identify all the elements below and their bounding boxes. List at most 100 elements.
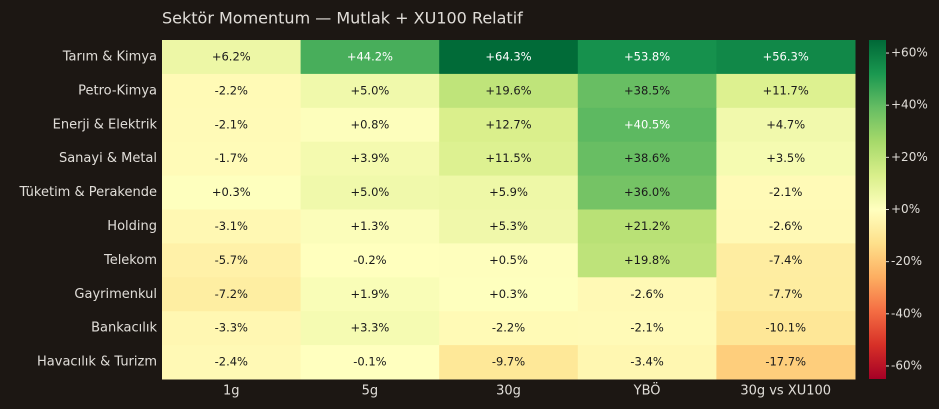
heatmap-cell [162,175,302,210]
cell-label: -0.1% [353,355,386,369]
colorbar-tick-label: -20% [891,254,922,268]
heatmap-cell [577,40,717,75]
heatmap-cell [577,141,717,177]
column-label: 5g [362,384,379,399]
heatmap-cell [439,243,579,278]
heatmap-cell [162,141,302,177]
cell-label: -2.2% [492,321,525,335]
cell-label: -2.4% [215,355,248,369]
colorbar-tick-label: +0% [891,202,920,216]
heatmap-cell [300,311,440,346]
cell-label: +3.5% [766,151,805,165]
cell-label: -10.1% [765,321,806,335]
cell-label: +1.3% [350,219,389,233]
heatmap-cell [577,277,717,312]
heatmap-cell [439,73,579,109]
cell-label: +3.3% [350,321,389,335]
heatmap-cell [300,243,440,278]
heatmap-cell [577,73,717,109]
heatmap-cell [300,73,440,109]
cell-label: -17.7% [765,355,806,369]
heatmap-cell [162,345,302,380]
colorbar-tick-label: +40% [891,98,928,112]
heatmap-cell [300,40,440,75]
cell-label: +36.0% [624,185,670,199]
cell-label: -2.6% [630,287,663,301]
heatmap-cell [577,107,717,143]
heatmap-cell [439,311,579,346]
heatmap-cell [439,107,579,143]
row-label: Holding [107,219,157,234]
chart-title: Sektör Momentum — Mutlak + XU100 Relatif [162,9,523,28]
column-label: 1g [223,384,240,399]
colorbar-tick-label: +60% [891,46,928,60]
heatmap-cell [439,277,579,312]
heatmap-cell [162,40,302,75]
cell-label: +44.2% [347,49,393,63]
cell-label: +64.3% [485,49,531,63]
heatmap-cell [300,209,440,244]
cell-label: +3.9% [350,151,389,165]
colorbar [869,40,886,379]
heatmap-cell [716,311,856,346]
row-label: Gayrimenkul [74,287,157,302]
cell-label: -0.2% [353,253,386,267]
row-label: Tarım & Kimya [62,49,157,64]
heatmap-cell [439,40,579,75]
heatmap-cell [716,209,856,244]
heatmap-cell [162,277,302,312]
heatmap-cell [162,311,302,346]
cell-label: +4.7% [766,117,805,131]
column-label: 30g [496,384,521,399]
row-label: Telekom [103,253,157,268]
heatmap-cell [716,277,856,312]
colorbar-tick-label: -40% [891,306,922,320]
heatmap-cell [716,141,856,177]
heatmap-cell [439,141,579,177]
heatmap-cell [439,345,579,380]
heatmap-cell [716,107,856,143]
heatmap-cell [162,107,302,143]
row-label: Tüketim & Perakende [19,185,157,200]
cell-label: -3.4% [630,355,663,369]
cell-label: +38.6% [624,151,670,165]
cell-label: +0.5% [489,253,528,267]
heatmap-cell [577,243,717,278]
cell-label: -2.1% [769,185,802,199]
cell-label: +11.7% [763,83,809,97]
heatmap-cell [716,40,856,75]
colorbar-tick-label: -60% [891,358,922,372]
heatmap-cell [716,175,856,210]
cell-label: +19.8% [624,253,670,267]
cell-label: -9.7% [492,355,525,369]
heatmap-cell [300,345,440,380]
heatmap-cell [300,277,440,312]
heatmap-cell [577,311,717,346]
column-label: 30g vs XU100 [740,384,831,399]
cell-label: +19.6% [485,83,531,97]
cell-label: +5.0% [350,185,389,199]
cell-label: -7.7% [769,287,802,301]
heatmap-cell [716,243,856,278]
heatmap-cell [577,345,717,380]
row-label: Bankacılık [91,321,157,336]
cell-label: -5.7% [215,253,248,267]
cell-label: +53.8% [624,49,670,63]
cell-label: +0.3% [489,287,528,301]
cell-label: -2.6% [769,219,802,233]
row-label: Petro-Kimya [78,83,157,98]
cell-label: +5.0% [350,83,389,97]
cell-label: -2.1% [215,117,248,131]
cell-label: -3.1% [215,219,248,233]
heatmap-cell [716,345,856,380]
cell-label: -7.4% [769,253,802,267]
cell-label: +21.2% [624,219,670,233]
heatmap-cell [300,175,440,210]
heatmap-cell [162,209,302,244]
cell-label: +12.7% [485,117,531,131]
cell-label: +0.3% [212,185,251,199]
cell-label: +5.9% [489,185,528,199]
cell-label: +0.8% [350,117,389,131]
cell-label: +6.2% [212,49,251,63]
heatmap-cell [439,175,579,210]
